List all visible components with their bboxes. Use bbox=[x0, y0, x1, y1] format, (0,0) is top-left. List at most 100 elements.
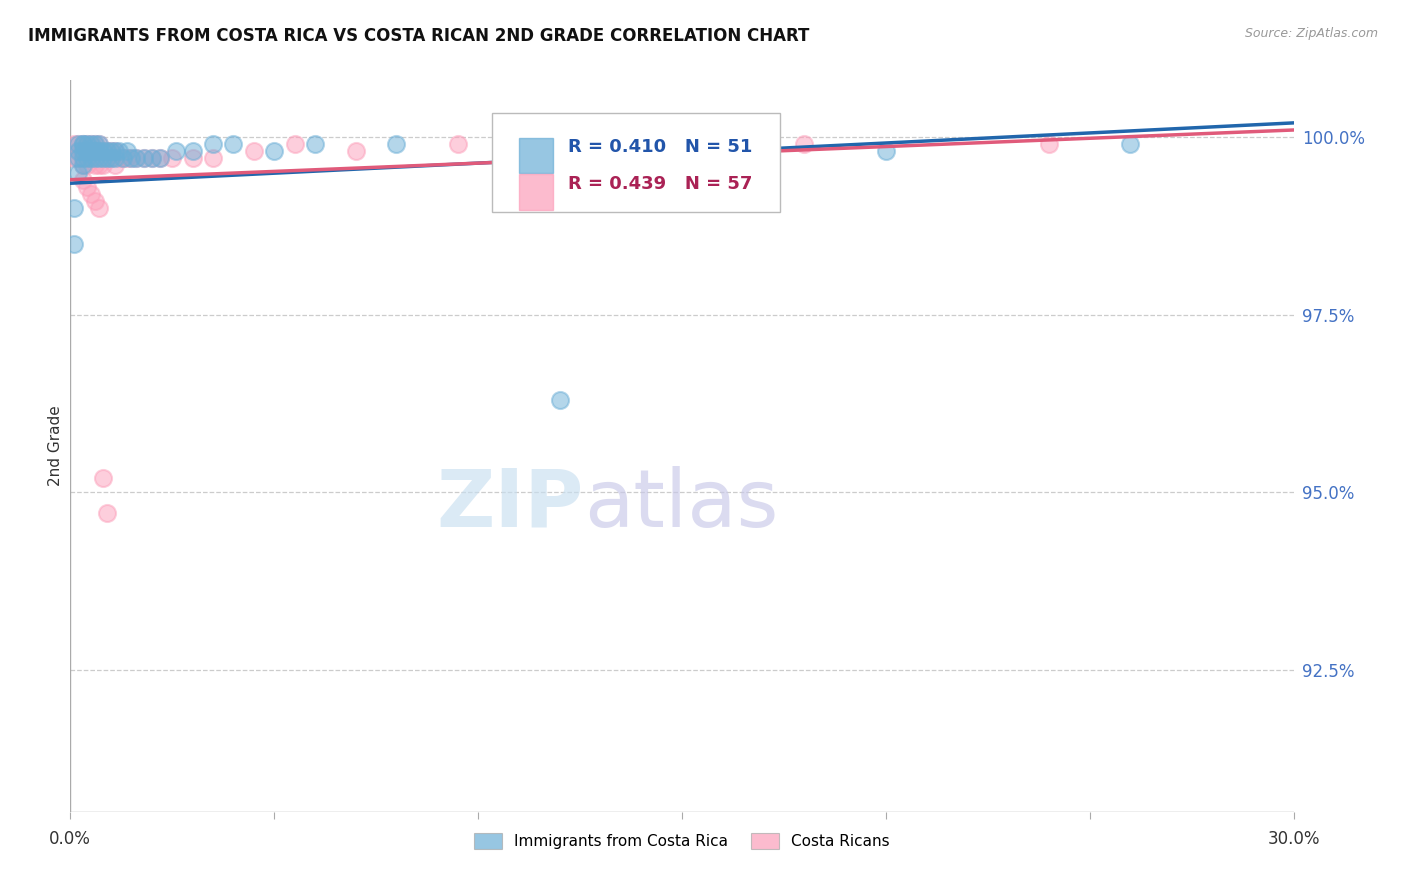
Point bbox=[284, 137, 307, 152]
Point bbox=[96, 145, 118, 159]
Point bbox=[112, 152, 135, 166]
Point bbox=[87, 145, 110, 159]
Point bbox=[304, 137, 326, 152]
Point bbox=[79, 145, 103, 159]
Point bbox=[108, 145, 131, 159]
Point bbox=[67, 165, 90, 179]
Point bbox=[72, 137, 94, 152]
Point bbox=[72, 159, 94, 173]
Point bbox=[76, 152, 98, 166]
Point bbox=[202, 152, 225, 166]
FancyBboxPatch shape bbox=[519, 138, 554, 173]
Point bbox=[243, 145, 266, 159]
Point bbox=[83, 145, 105, 159]
Point bbox=[117, 152, 139, 166]
Point bbox=[67, 145, 90, 159]
Point bbox=[63, 152, 86, 166]
Point bbox=[141, 152, 163, 166]
Point bbox=[548, 392, 571, 407]
Point bbox=[112, 152, 135, 166]
Point bbox=[83, 194, 105, 208]
Point bbox=[1119, 137, 1142, 152]
Point bbox=[117, 145, 139, 159]
FancyBboxPatch shape bbox=[492, 113, 780, 212]
Text: IMMIGRANTS FROM COSTA RICA VS COSTA RICAN 2ND GRADE CORRELATION CHART: IMMIGRANTS FROM COSTA RICA VS COSTA RICA… bbox=[28, 27, 810, 45]
Point bbox=[149, 152, 172, 166]
Point bbox=[79, 186, 103, 201]
Text: Source: ZipAtlas.com: Source: ZipAtlas.com bbox=[1244, 27, 1378, 40]
Point bbox=[76, 137, 98, 152]
Point bbox=[79, 152, 103, 166]
Point bbox=[149, 152, 172, 166]
Point bbox=[72, 145, 94, 159]
Point bbox=[202, 137, 225, 152]
Point bbox=[83, 137, 105, 152]
Point bbox=[96, 507, 118, 521]
Point bbox=[83, 145, 105, 159]
Point bbox=[124, 152, 146, 166]
Point bbox=[91, 145, 114, 159]
Point bbox=[96, 152, 118, 166]
Point bbox=[91, 152, 114, 166]
Point bbox=[79, 145, 103, 159]
Y-axis label: 2nd Grade: 2nd Grade bbox=[48, 406, 63, 486]
Point bbox=[104, 145, 127, 159]
Point bbox=[76, 179, 98, 194]
Point bbox=[104, 145, 127, 159]
Point bbox=[72, 137, 94, 152]
Point bbox=[79, 137, 103, 152]
Point bbox=[83, 152, 105, 166]
Point bbox=[67, 137, 90, 152]
Point bbox=[793, 137, 815, 152]
Point bbox=[104, 159, 127, 173]
Text: atlas: atlas bbox=[583, 466, 779, 543]
Point bbox=[121, 152, 143, 166]
Point bbox=[447, 137, 470, 152]
Point bbox=[1038, 137, 1060, 152]
Point bbox=[165, 145, 187, 159]
Point bbox=[100, 145, 122, 159]
Point bbox=[87, 145, 110, 159]
Point bbox=[83, 159, 105, 173]
Point bbox=[108, 152, 131, 166]
Point bbox=[104, 152, 127, 166]
Point bbox=[83, 145, 105, 159]
Point bbox=[87, 137, 110, 152]
Point bbox=[76, 137, 98, 152]
Point bbox=[76, 145, 98, 159]
Point bbox=[875, 145, 897, 159]
Point bbox=[263, 145, 285, 159]
Point bbox=[132, 152, 155, 166]
Point bbox=[91, 145, 114, 159]
Point bbox=[63, 137, 86, 152]
Point bbox=[91, 471, 114, 485]
Point bbox=[589, 137, 612, 152]
Point bbox=[181, 145, 204, 159]
Point bbox=[87, 152, 110, 166]
Point bbox=[100, 145, 122, 159]
Point bbox=[67, 145, 90, 159]
Text: R = 0.439   N = 57: R = 0.439 N = 57 bbox=[568, 175, 752, 193]
Point bbox=[76, 159, 98, 173]
Legend: Immigrants from Costa Rica, Costa Ricans: Immigrants from Costa Rica, Costa Ricans bbox=[468, 827, 896, 855]
Point bbox=[83, 152, 105, 166]
Point bbox=[181, 152, 204, 166]
Point bbox=[79, 152, 103, 166]
Point bbox=[344, 145, 367, 159]
Point bbox=[100, 152, 122, 166]
Point bbox=[83, 137, 105, 152]
Point bbox=[96, 152, 118, 166]
Point bbox=[76, 145, 98, 159]
Point bbox=[87, 159, 110, 173]
Point bbox=[132, 152, 155, 166]
Point bbox=[100, 152, 122, 166]
Point bbox=[87, 201, 110, 215]
Point bbox=[72, 137, 94, 152]
Point bbox=[72, 159, 94, 173]
Point bbox=[72, 145, 94, 159]
Point bbox=[67, 152, 90, 166]
Point bbox=[67, 152, 90, 166]
Point bbox=[385, 137, 408, 152]
Point bbox=[96, 145, 118, 159]
Point bbox=[63, 201, 86, 215]
